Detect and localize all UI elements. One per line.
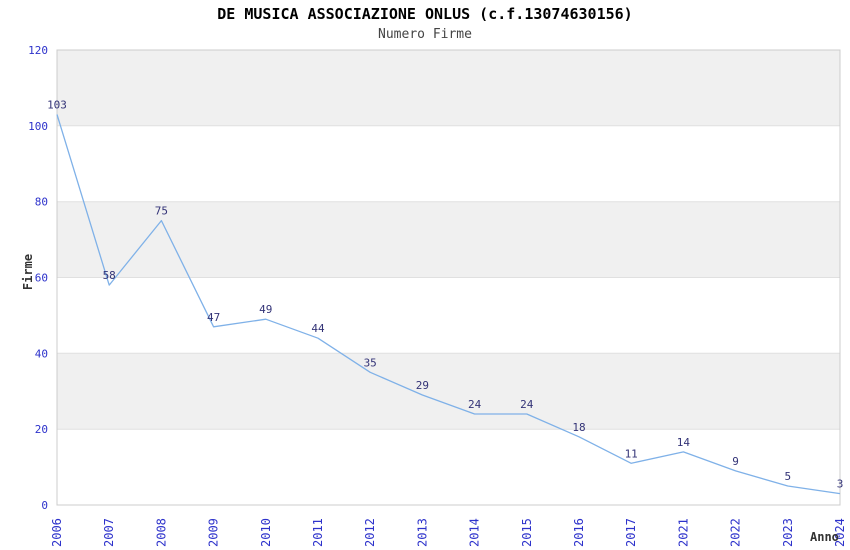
x-tick-label: 2012 [363, 518, 377, 547]
y-tick-label: 100 [28, 120, 48, 133]
point-label: 24 [520, 398, 534, 411]
x-tick-label: 2013 [415, 518, 429, 547]
x-tick-label: 2022 [729, 518, 743, 547]
plot-border [56, 49, 841, 506]
point-label: 49 [259, 303, 272, 316]
x-tick-label: 2008 [154, 518, 168, 547]
point-label: 11 [625, 447, 638, 460]
point-label: 103 [47, 99, 67, 112]
firme-series-line [56, 114, 841, 495]
x-axis-title: Anno [810, 530, 839, 544]
point-label: 29 [416, 379, 429, 392]
y-tick-label: 0 [41, 499, 48, 512]
chart-title: DE MUSICA ASSOCIAZIONE ONLUS (c.f.130746… [217, 5, 633, 23]
x-tick-label: 2007 [102, 518, 116, 547]
y-tick-label: 60 [35, 272, 48, 285]
chart-subtitle: Numero Firme [378, 27, 472, 42]
y-tick-label: 20 [35, 423, 48, 436]
y-tick-label: 80 [35, 196, 48, 209]
x-tick-label: 2024 [833, 518, 847, 547]
x-tick-label: 2023 [781, 518, 795, 547]
x-tick-label: 2016 [572, 518, 586, 547]
x-tick-label: 2017 [624, 518, 638, 547]
x-tick-label: 2006 [50, 518, 64, 547]
y-tick-label: 120 [28, 44, 48, 57]
x-tick-label: 2015 [520, 518, 534, 547]
x-tick-label: 2021 [676, 518, 690, 547]
point-label: 18 [572, 421, 585, 434]
point-label: 9 [732, 455, 739, 468]
x-tick-label: 2009 [207, 518, 221, 547]
point-label: 58 [103, 269, 116, 282]
x-tick-label: 2014 [468, 518, 482, 547]
point-label: 47 [207, 311, 220, 324]
point-label: 3 [837, 478, 844, 491]
plot-band [57, 353, 840, 430]
plot-band [57, 50, 840, 126]
point-label: 75 [155, 205, 168, 218]
x-tick-label: 2010 [259, 518, 273, 547]
point-label: 44 [311, 322, 325, 335]
point-label: 5 [784, 470, 791, 483]
point-label: 35 [364, 356, 377, 369]
y-axis-title: Firme [21, 253, 35, 291]
x-tick-label: 2011 [311, 518, 325, 547]
point-label: 24 [468, 398, 482, 411]
plot-band [57, 201, 840, 278]
point-label: 14 [677, 436, 691, 449]
y-tick-label: 40 [35, 347, 48, 360]
